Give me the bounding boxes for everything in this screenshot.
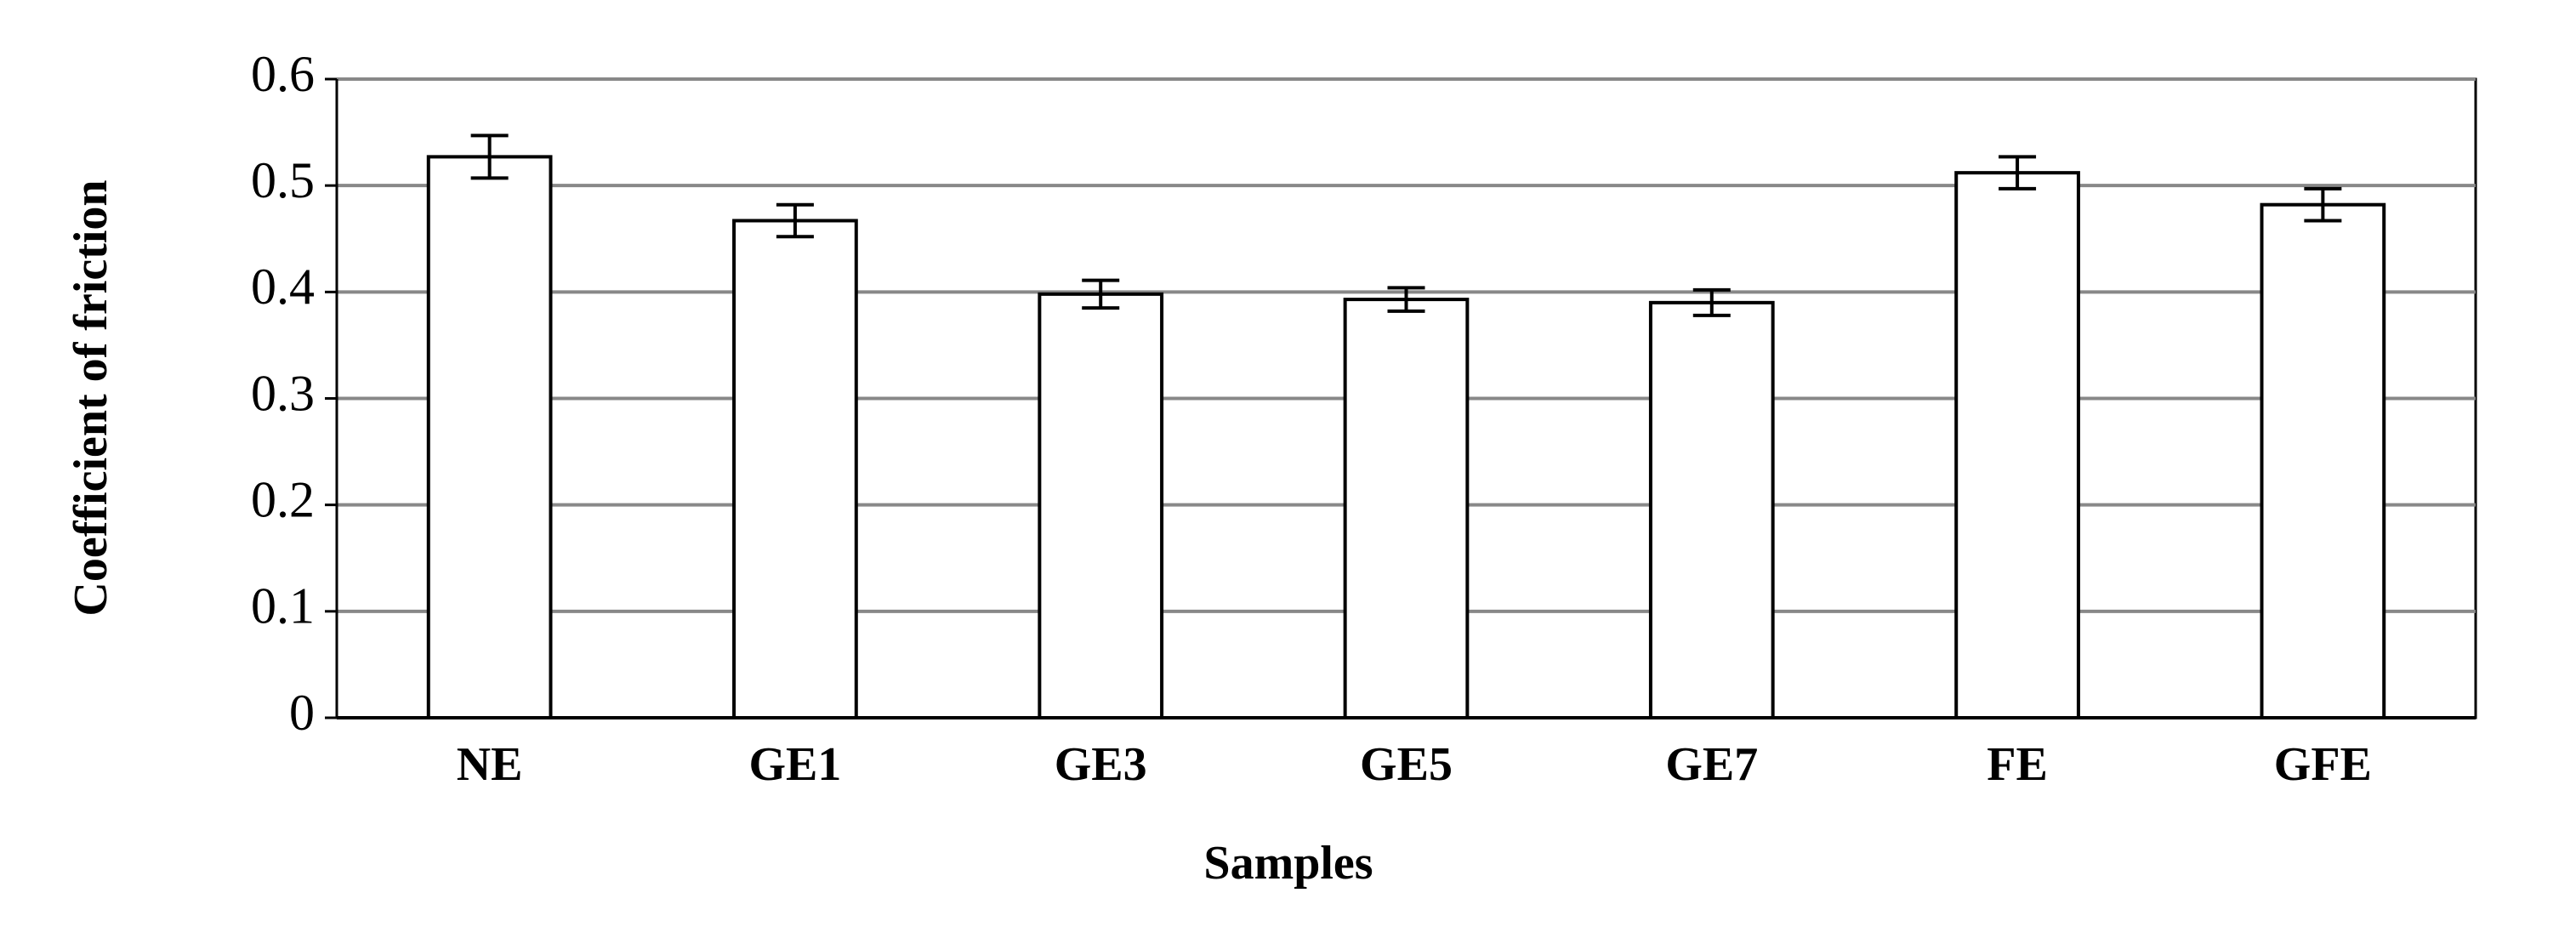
y-axis-title: Coefficient of friction xyxy=(65,179,117,616)
bar xyxy=(732,219,858,719)
y-tick-label: 0.5 xyxy=(251,152,315,208)
x-tick-label: GE7 xyxy=(1665,738,1758,791)
y-tick-label: 0.2 xyxy=(251,471,315,527)
x-tick-label: GFE xyxy=(2274,738,2372,791)
bar xyxy=(1038,292,1164,719)
x-tick-label: FE xyxy=(1987,738,2048,791)
bar xyxy=(1343,298,1470,719)
y-tick-label: 0.1 xyxy=(251,578,315,634)
bar xyxy=(426,155,553,720)
y-tick-label: 0.6 xyxy=(251,46,315,102)
x-tick-label: GE5 xyxy=(1360,738,1453,791)
bar xyxy=(1954,171,2080,719)
bar xyxy=(1648,300,1775,719)
x-tick-label: GE3 xyxy=(1055,738,1147,791)
y-tick-label: 0.3 xyxy=(251,365,315,421)
x-axis-title: Samples xyxy=(1203,837,1373,890)
bar xyxy=(2260,202,2386,720)
y-tick-label: 0 xyxy=(289,685,315,741)
x-tick-label: GE1 xyxy=(748,738,841,791)
x-tick-label: NE xyxy=(457,738,523,791)
y-tick-label: 0.4 xyxy=(251,259,315,315)
